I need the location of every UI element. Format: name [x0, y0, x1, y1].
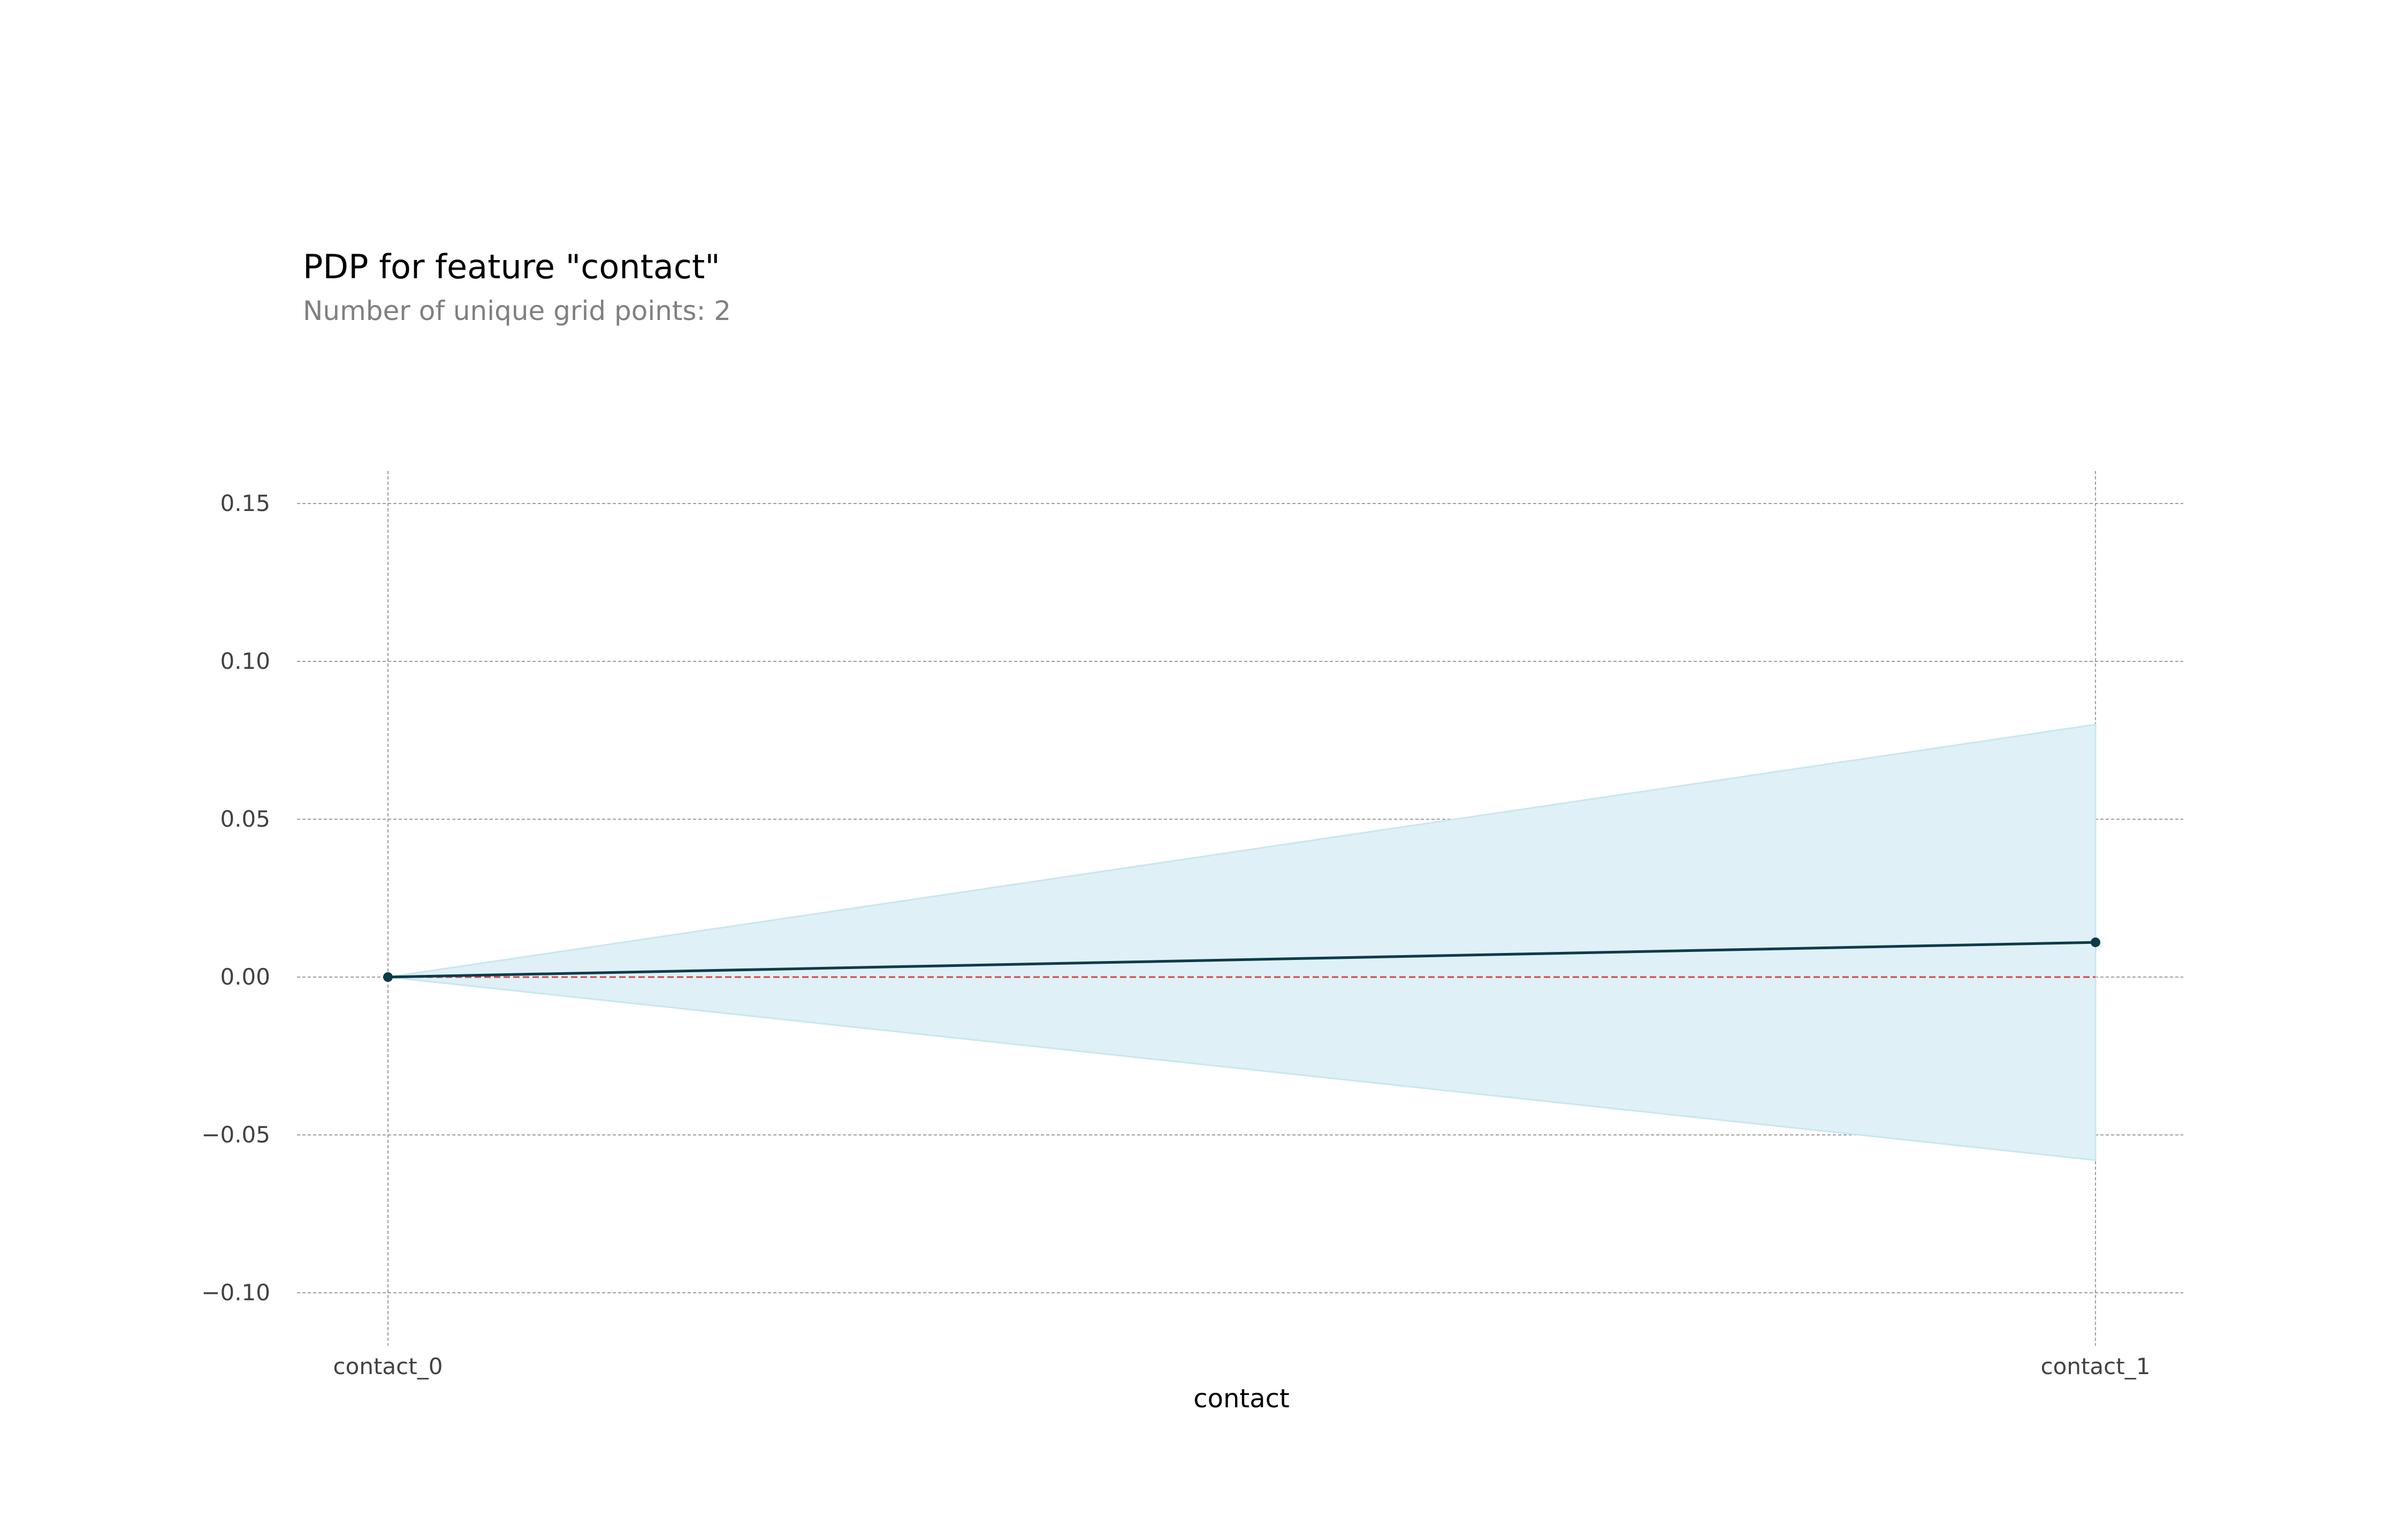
- x-tick-label: contact_0: [333, 1353, 443, 1379]
- y-tick-label: 0.05: [220, 806, 270, 832]
- x-tick-label: contact_1: [2041, 1353, 2151, 1379]
- pdp-point: [2091, 937, 2100, 948]
- y-tick-label: −0.05: [201, 1122, 270, 1148]
- confidence-band: [387, 723, 2097, 1161]
- y-tick-label: −0.10: [201, 1279, 270, 1306]
- pdp-line: [387, 941, 2096, 979]
- pdp-series: [383, 937, 2100, 982]
- confidence-band-area: [387, 723, 2097, 1161]
- chart-subtitle: Number of unique grid points: 2: [303, 295, 731, 326]
- chart-title: PDP for feature "contact": [303, 247, 720, 286]
- y-axis-ticks: −0.10 −0.05 0.00 0.05 0.10 0.15: [201, 490, 270, 1306]
- y-tick-label: 0.00: [220, 964, 270, 990]
- pdp-point: [383, 972, 393, 982]
- y-tick-label: 0.10: [220, 648, 270, 674]
- x-axis-ticks: contact_0 contact_1: [333, 1353, 2151, 1379]
- y-tick-label: 0.15: [220, 490, 270, 516]
- x-axis-label: contact: [1193, 1384, 1290, 1414]
